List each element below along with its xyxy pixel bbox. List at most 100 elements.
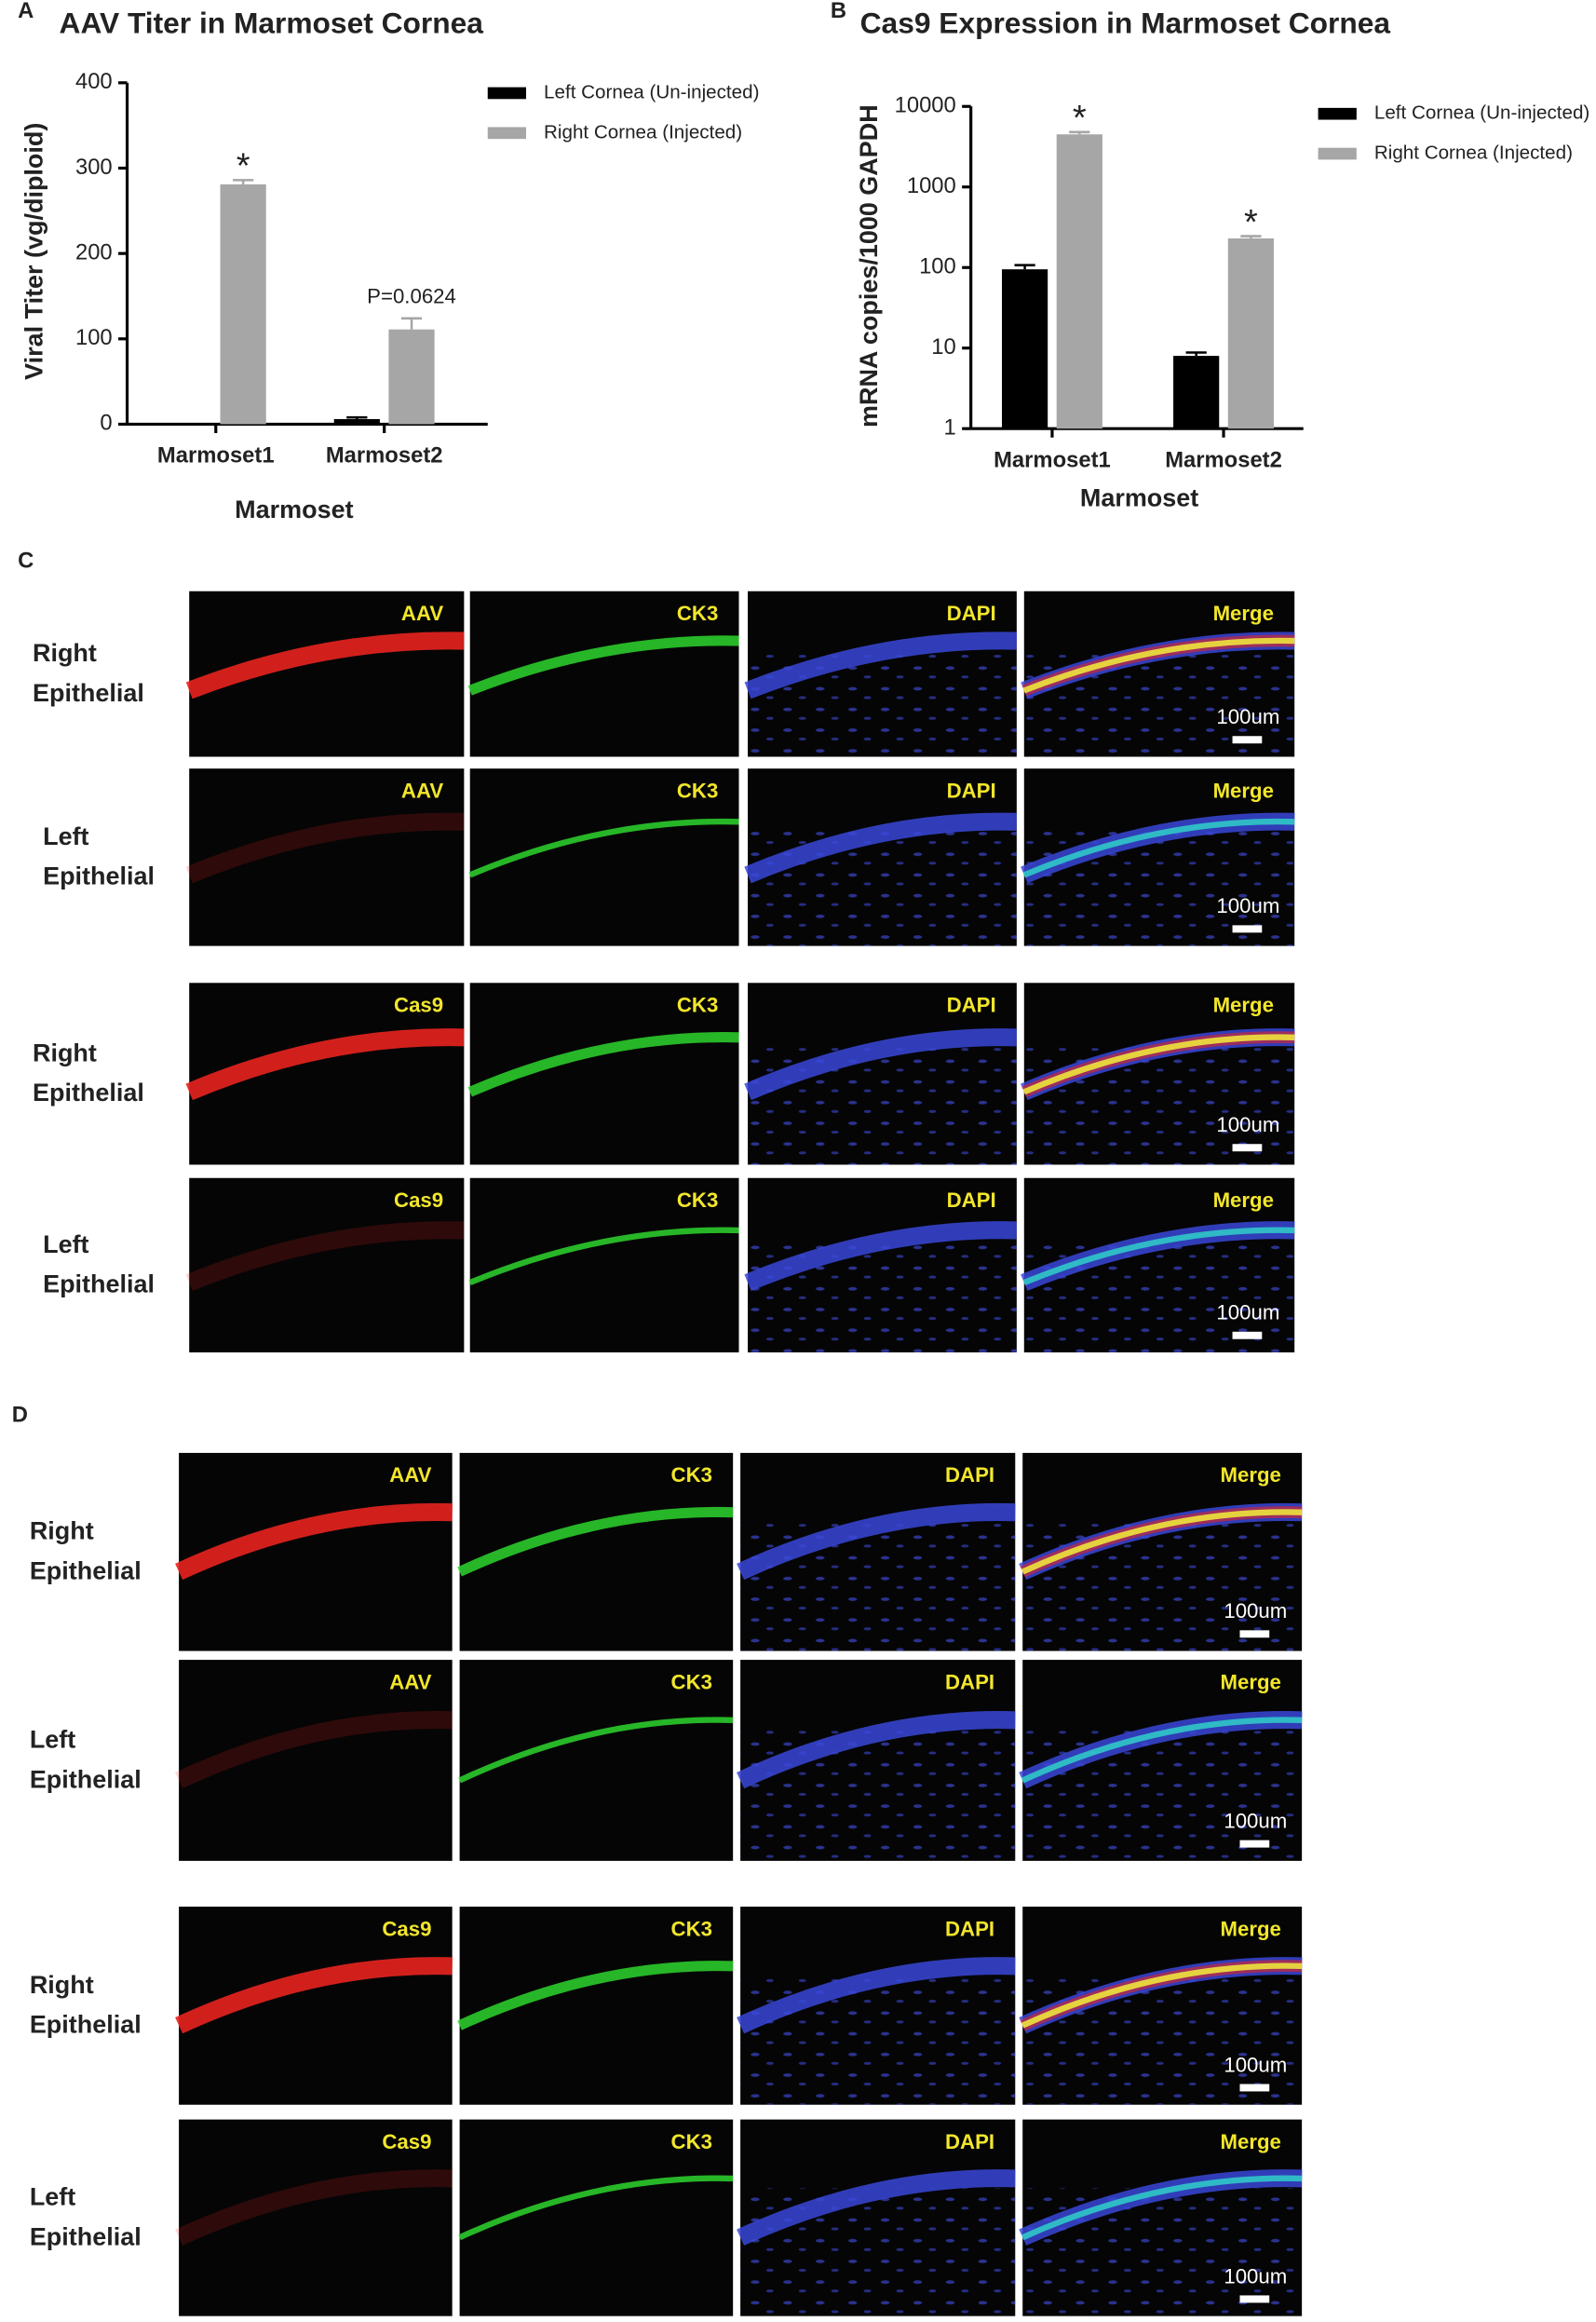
epithelium [737,1711,1016,1789]
scale-bar [1239,2084,1270,2092]
scale-bar-label: 100um [1216,705,1279,728]
channel-label: CK3 [677,1188,718,1212]
row-label: Right [33,1039,97,1066]
nuclei [748,830,1017,946]
row-label: Right [33,639,97,667]
x-tick-label: Marmoset2 [1165,447,1282,472]
channel-label: Merge [1213,602,1274,625]
epithelium [175,1502,453,1581]
row-label: Left [43,822,88,850]
legend-label: Right Cornea (Injected) [544,121,742,143]
channel-label: DAPI [947,994,996,1017]
micrograph [189,1177,465,1353]
channel-label: Cas9 [394,994,443,1017]
scale-bar [1232,1144,1263,1152]
nuclei [748,1239,1017,1353]
row-label: Right [30,1517,94,1545]
epithelium [737,2169,1016,2246]
row-label: Epithelial [30,2222,142,2250]
epithelium [467,1032,739,1097]
error-bar [233,179,254,184]
legend-label: Left Cornea (Un-injected) [1374,102,1589,124]
row-label: Epithelial [30,2011,142,2039]
row-label: Epithelial [33,679,144,707]
y-tick-label: 10 [931,334,955,360]
nuclei [740,2188,1016,2316]
row-label: Epithelial [30,1557,142,1585]
nuclei [740,1976,1016,2105]
scale-bar-label: 100um [1216,1113,1279,1136]
micrograph [179,2119,453,2316]
legend-swatch [487,87,527,100]
epithelium [1022,1227,1295,1286]
y-tick-label: 1000 [907,173,956,198]
channel-label: DAPI [947,1188,996,1212]
epithelium [1022,1034,1295,1095]
epithelium [458,2175,734,2241]
epithelium [737,1502,1016,1581]
annotation: * [1073,99,1087,138]
y-axis-label: mRNA copies/1000 GAPDH [855,104,883,428]
row-label: Left [30,1725,75,1753]
error-bar [400,317,423,330]
y-tick-label: 0 [100,411,112,436]
bar [388,329,435,425]
scale-bar-label: 100um [1224,2053,1287,2076]
y-tick-label: 300 [75,155,113,180]
scale-bar-label: 100um [1216,1301,1279,1324]
channel-label: CK3 [671,1670,712,1693]
nuclei [748,648,1017,757]
bar [333,418,380,425]
micrograph [189,768,465,946]
channel-label: AAV [401,779,443,802]
channel-label: CK3 [671,2130,712,2153]
channel-label: Merge [1221,2130,1281,2153]
scale-bar [1232,736,1263,744]
epithelium [458,1717,734,1784]
bar [1001,269,1048,429]
channel-label: CK3 [677,779,718,802]
epithelium [185,1028,465,1101]
legend-swatch [1318,107,1357,120]
epithelium [1022,637,1295,694]
error-bar [346,415,368,419]
chart-title: Cas9 Expression in Marmoset Cornea [860,6,1391,39]
channel-label: CK3 [677,602,718,625]
x-tick-label: Marmoset1 [994,447,1111,472]
epithelium [175,1957,453,2034]
nuclei [748,1046,1017,1165]
epithelium [467,635,739,696]
channel-label: DAPI [945,2130,994,2153]
error-bar [1185,351,1207,357]
error-bar [1069,130,1090,135]
annotation: * [237,147,250,186]
epithelium [185,1221,465,1291]
channel-label: Merge [1221,1670,1281,1693]
bar [1056,134,1102,429]
epithelium [1021,1717,1303,1784]
epithelium [175,2169,453,2246]
y-tick-label: 400 [75,69,113,94]
y-tick-label: 200 [75,239,113,265]
row-label: Left [30,2183,75,2211]
epithelium [175,1711,453,1789]
epithelium [1021,2175,1303,2241]
x-tick-label: Marmoset1 [157,443,275,468]
epithelium [1021,1509,1303,1575]
epithelium [737,1957,1016,2034]
channel-label: Cas9 [382,1917,431,1940]
epithelium [1021,1962,1303,2029]
legend-swatch [487,127,527,140]
channel-label: AAV [389,1670,431,1693]
row-label: Epithelial [43,1270,155,1298]
channel-label: Merge [1213,1188,1274,1212]
error-bar [1240,235,1262,238]
epithelium [457,1506,734,1577]
channel-label: CK3 [677,994,718,1017]
scale-bar-label: 100um [1224,1809,1287,1832]
x-axis-label: Marmoset [235,496,353,523]
channel-label: Merge [1221,1463,1281,1487]
channel-label: AAV [389,1463,431,1487]
y-tick-label: 10000 [895,93,956,118]
y-tick-label: 100 [75,325,113,350]
